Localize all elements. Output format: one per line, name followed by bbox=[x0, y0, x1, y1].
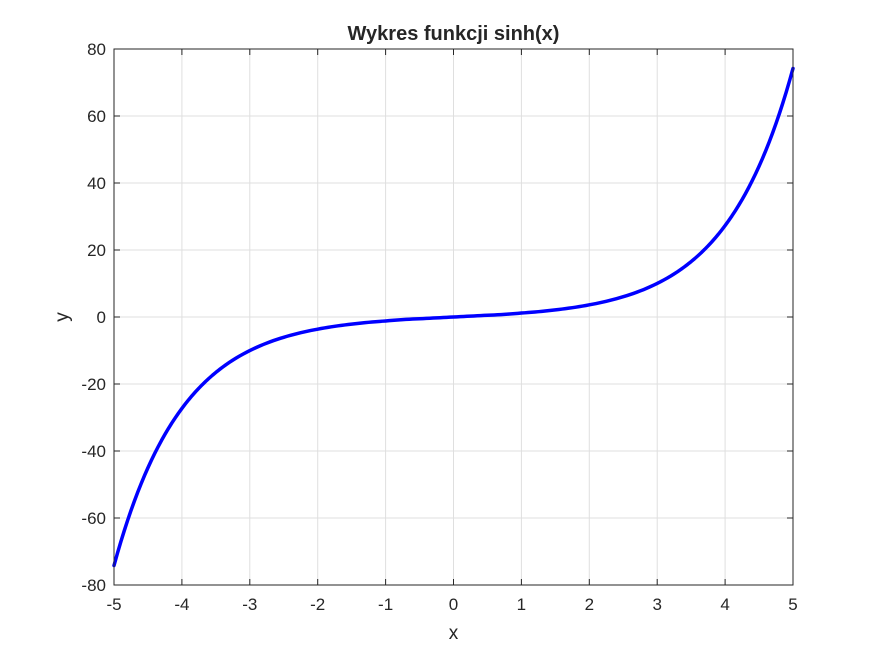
y-tick-label: 20 bbox=[87, 241, 106, 260]
tick-labels: -5 -4 -3 -2 -1 0 1 2 3 4 5 -80 -60 -40 -20 0 20 40 60 80 bbox=[81, 40, 797, 614]
ticks bbox=[113, 48, 794, 586]
sinh-series-line bbox=[112, 66, 795, 568]
series-layer bbox=[112, 66, 795, 568]
y-tick-label: 60 bbox=[87, 107, 106, 126]
y-tick-label: -60 bbox=[81, 509, 106, 528]
y-tick-label: 0 bbox=[97, 308, 106, 327]
x-axis-label: x bbox=[449, 623, 459, 644]
chart-title: Wykres funkcji sinh(x) bbox=[348, 23, 560, 45]
x-tick-label: -4 bbox=[174, 595, 189, 614]
y-tick-label: 40 bbox=[87, 174, 106, 193]
x-tick-label: -3 bbox=[242, 595, 257, 614]
x-tick-label: -5 bbox=[106, 595, 121, 614]
y-tick-label: -20 bbox=[81, 375, 106, 394]
grid bbox=[114, 49, 793, 585]
x-tick-label: 4 bbox=[720, 595, 729, 614]
x-tick-label: -2 bbox=[310, 595, 325, 614]
x-tick-label: -1 bbox=[378, 595, 393, 614]
y-tick-label: -80 bbox=[81, 576, 106, 595]
x-tick-label: 1 bbox=[517, 595, 526, 614]
y-tick-label: 80 bbox=[87, 40, 106, 59]
y-tick-label: -40 bbox=[81, 442, 106, 461]
x-tick-label: 0 bbox=[449, 595, 458, 614]
y-axis-label: y bbox=[52, 312, 73, 322]
x-tick-label: 3 bbox=[652, 595, 661, 614]
x-tick-label: 2 bbox=[585, 595, 594, 614]
x-tick-label: 5 bbox=[788, 595, 797, 614]
